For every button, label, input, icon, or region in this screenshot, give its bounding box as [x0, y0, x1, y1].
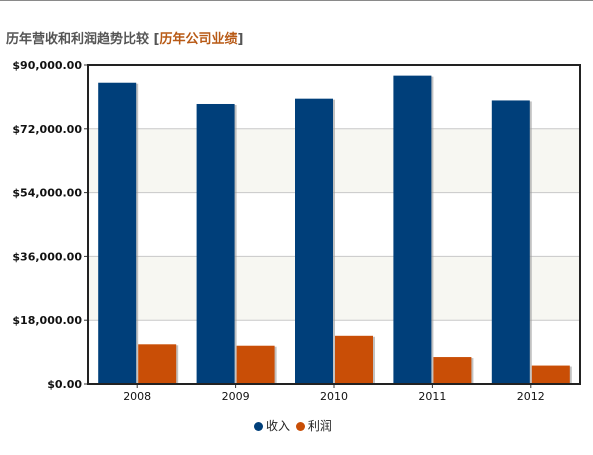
bar-profit	[335, 335, 373, 384]
y-tick-label: $90,000.00	[12, 59, 82, 72]
bar-revenue	[393, 75, 432, 384]
plot-frame	[87, 64, 581, 385]
bar-profit	[236, 345, 275, 384]
x-tick-label: 2012	[517, 390, 545, 403]
bar-revenue	[196, 103, 235, 384]
legend-label-revenue: 收入	[266, 419, 291, 433]
chart-title: 历年营收和利润趋势比较	[6, 32, 150, 47]
legend: 收入 利润	[254, 417, 334, 434]
bar-profit	[138, 344, 177, 384]
legend-label-profit: 利润	[307, 419, 332, 433]
top-divider	[0, 0, 593, 1]
bar-profit	[531, 365, 570, 384]
legend-item-revenue[interactable]: 收入	[254, 417, 290, 434]
x-tick-label: 2008	[123, 390, 151, 403]
company-performance-link[interactable]: 历年公司业绩	[159, 32, 238, 47]
bar-profit	[433, 357, 472, 384]
chart-header: 历年营收和利润趋势比较 [历年公司业绩]	[6, 28, 243, 47]
y-tick-label: $18,000.00	[12, 314, 82, 327]
legend-item-profit[interactable]: 利润	[295, 417, 332, 434]
legend-marker-profit	[295, 422, 305, 431]
bracket-open: [	[149, 32, 160, 47]
legend-marker-revenue	[254, 422, 263, 431]
x-tick-label: 2009	[222, 390, 250, 403]
bar-revenue	[491, 100, 530, 384]
y-tick-label: $54,000.00	[12, 187, 82, 200]
bar-chart: $0.00 $18,000.00 $36,000.00 $54,000.00 $72,0…	[12, 59, 581, 403]
y-tick-label: $0.00	[47, 378, 82, 391]
x-tick-label: 2011	[418, 390, 446, 403]
bracket-close: ]	[237, 32, 244, 47]
y-tick-label: $36,000.00	[12, 250, 82, 263]
bar-revenue	[98, 82, 137, 384]
x-tick-label: 2010	[320, 390, 348, 403]
bar-revenue	[295, 98, 333, 384]
chart-area: $0.00 $18,000.00 $36,000.00 $54,000.00 $72,0…	[0, 50, 593, 451]
y-tick-label: $72,000.00	[12, 123, 82, 136]
